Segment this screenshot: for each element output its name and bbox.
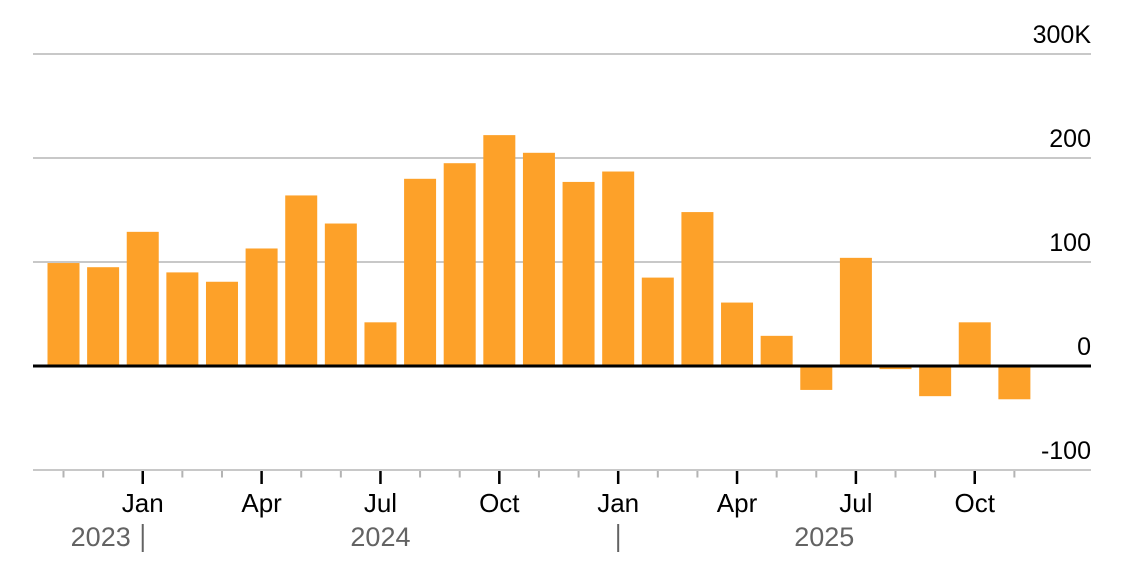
x-axis-month-label: Oct — [955, 488, 996, 518]
y-axis-label: -100 — [1041, 437, 1091, 465]
bar-nov-2024 — [522, 152, 555, 366]
y-axis-label: 300K — [1033, 21, 1092, 49]
x-axis-month-label: Jan — [122, 488, 164, 518]
bar-apr-2024 — [245, 248, 278, 366]
bar-may-2024 — [285, 195, 318, 366]
bar-feb-2024 — [166, 272, 199, 366]
bar-jul-2025 — [839, 257, 872, 366]
year-label: 2024 — [350, 522, 410, 552]
bar-jan-2025 — [602, 171, 635, 366]
bar-mar-2025 — [681, 212, 714, 366]
y-axis-label: 0 — [1077, 333, 1091, 361]
x-axis-month-label: Jul — [839, 488, 872, 518]
x-axis-month-label: Apr — [241, 488, 282, 518]
year-label: 2025 — [794, 522, 854, 552]
bar-mar-2024 — [205, 281, 238, 366]
x-axis-month-label: Jan — [597, 488, 639, 518]
bar-aug-2024 — [404, 178, 437, 366]
bar-oct-2025 — [958, 322, 991, 366]
bar-sep-2025 — [919, 366, 952, 397]
bar-apr-2025 — [721, 302, 754, 366]
bar-dec-2023 — [87, 267, 120, 366]
bar-nov-2025 — [998, 366, 1031, 400]
bar-sep-2024 — [443, 163, 476, 366]
bar-jul-2024 — [364, 322, 397, 366]
y-axis-label: 200 — [1049, 125, 1091, 153]
x-axis-month-label: Jul — [364, 488, 397, 518]
bar-aug-2025 — [879, 366, 912, 370]
bar-jun-2025 — [800, 366, 833, 390]
bar-oct-2024 — [483, 135, 516, 366]
bar-dec-2024 — [562, 181, 595, 366]
bar-feb-2025 — [641, 277, 674, 366]
x-axis-month-label: Apr — [717, 488, 758, 518]
year-label: 2023 — [71, 522, 131, 552]
bar-may-2025 — [760, 335, 793, 366]
x-axis-month-label: Oct — [479, 488, 520, 518]
bar-jan-2024 — [126, 231, 159, 366]
y-axis-label: 100 — [1049, 229, 1091, 257]
bar-nov-2023 — [47, 263, 80, 366]
bar-jun-2024 — [324, 223, 357, 366]
